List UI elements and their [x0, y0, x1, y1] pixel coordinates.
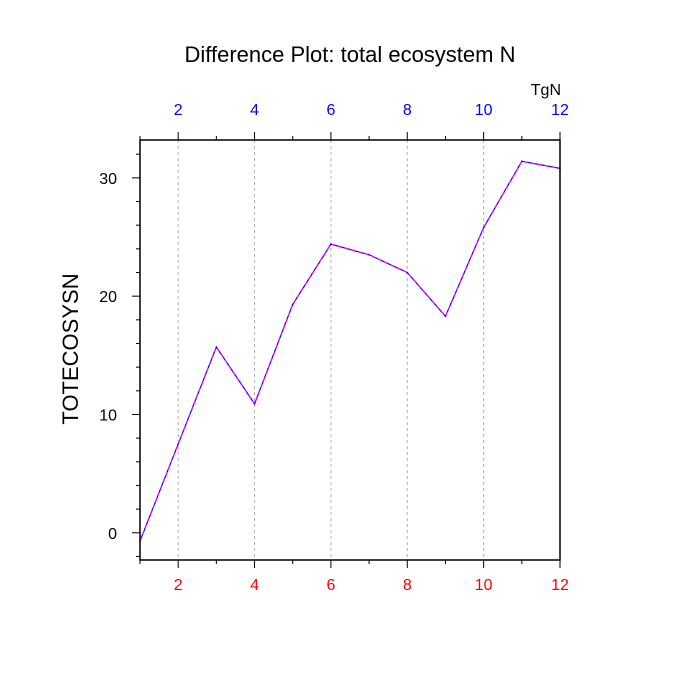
data-point [253, 403, 256, 405]
grid-layer [177, 140, 485, 560]
chart-title: Difference Plot: total ecosystem N [185, 42, 516, 67]
x-tick-label-bottom: 12 [551, 577, 569, 594]
x-tick-label-bottom: 6 [326, 577, 335, 594]
data-point [330, 243, 332, 245]
data-point [215, 346, 218, 348]
data-point [177, 443, 179, 445]
x-tick-label-top: 8 [403, 102, 412, 119]
data-point [291, 303, 294, 306]
x-tick-label-top: 4 [250, 102, 259, 119]
units-label: TgN [531, 82, 561, 99]
series-layer [139, 160, 561, 542]
data-point [444, 315, 447, 318]
x-tick-label-bottom: 8 [403, 577, 412, 594]
x-tick-label-top: 6 [326, 102, 335, 119]
y-axis-label: TOTECOSYSN [58, 273, 83, 424]
data-point [521, 160, 523, 163]
x-tick-label-bottom: 10 [475, 577, 493, 594]
x-tick-label-top: 10 [475, 102, 493, 119]
series-line-dashed [139, 160, 561, 542]
x-tick-label-bottom: 4 [250, 577, 259, 594]
plot-frame [139, 139, 561, 561]
x-tick-label-bottom: 2 [174, 577, 183, 594]
data-point [406, 271, 409, 274]
data-point [368, 253, 370, 256]
data-point [482, 226, 485, 229]
x-tick-label-top: 2 [174, 102, 183, 119]
y-tick-label: 30 [99, 171, 117, 188]
series-line [139, 160, 561, 542]
y-tick-label: 20 [99, 289, 117, 306]
y-tick-label: 0 [108, 526, 117, 543]
tick-layer: 2 2 4 4 6 6 8 8 10 10 12 12 0 10 20 30 [99, 102, 569, 594]
y-tick-label: 10 [99, 407, 117, 424]
x-tick-label-top: 12 [551, 102, 569, 119]
